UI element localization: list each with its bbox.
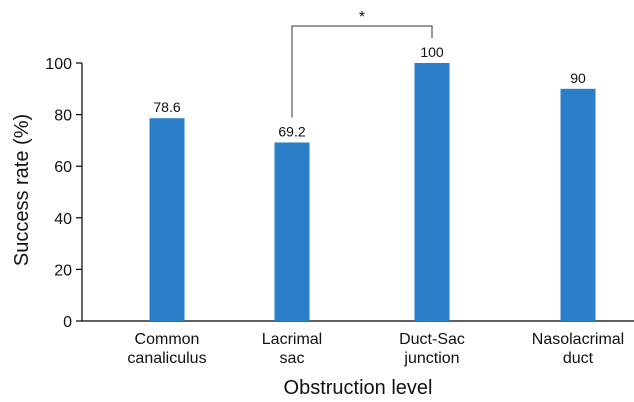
bar <box>274 142 310 321</box>
x-category-label-line: Duct-Sac <box>399 331 465 348</box>
y-tick-label: 60 <box>54 159 72 176</box>
y-axis-title: Success rate (%) <box>11 114 33 266</box>
bar-value-label: 78.6 <box>153 99 180 115</box>
significance-annotations: * <box>291 9 433 118</box>
x-category-label-line: Lacrimal <box>262 331 322 348</box>
x-category-label-line: Common <box>135 331 200 348</box>
x-axis-title: Obstruction level <box>284 377 433 399</box>
x-category-label-line: canaliculus <box>127 350 206 367</box>
x-category-label-line: junction <box>403 350 459 367</box>
y-tick-label: 40 <box>54 211 72 228</box>
x-category-label: Lacrimal sac <box>262 331 322 367</box>
significance-marker: * <box>359 9 365 26</box>
y-tick-label: 80 <box>54 108 72 125</box>
bar-value-label: 100 <box>420 44 444 60</box>
x-axis: Common canaliculus Lacrimal sac Duct-Sac junc… <box>82 320 634 367</box>
y-tick-label: 20 <box>54 262 72 279</box>
y-tick-label: 0 <box>63 314 72 331</box>
value-labels: 78.6 69.2 100 90 <box>153 44 586 139</box>
x-category-label-line: sac <box>280 350 305 367</box>
significance-bracket <box>291 25 433 118</box>
x-category-label: Common canaliculus <box>127 331 206 367</box>
bars <box>149 63 596 321</box>
bar <box>414 63 450 321</box>
x-category-label-line: duct <box>563 350 594 367</box>
bar-value-label: 90 <box>570 70 586 86</box>
bar <box>560 88 596 321</box>
bar-value-label: 69.2 <box>278 123 305 139</box>
x-category-label: Nasolacrimal duct <box>532 331 624 367</box>
x-category-label-line: Nasolacrimal <box>532 331 624 348</box>
bar <box>149 118 185 321</box>
x-category-label: Duct-Sac junction <box>399 331 465 367</box>
y-tick-label: 100 <box>45 56 72 73</box>
y-axis: 0 20 40 60 80 100 <box>45 56 83 331</box>
